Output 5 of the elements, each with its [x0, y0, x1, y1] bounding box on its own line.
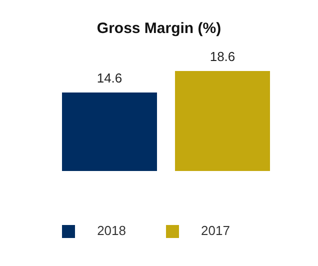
- legend-label: 2017: [201, 222, 230, 238]
- data-label: 14.6: [96, 70, 122, 86]
- legend-label: 2018: [97, 222, 126, 238]
- chart-title: Gross Margin (%): [96, 20, 222, 37]
- data-label: 18.6: [210, 49, 236, 64]
